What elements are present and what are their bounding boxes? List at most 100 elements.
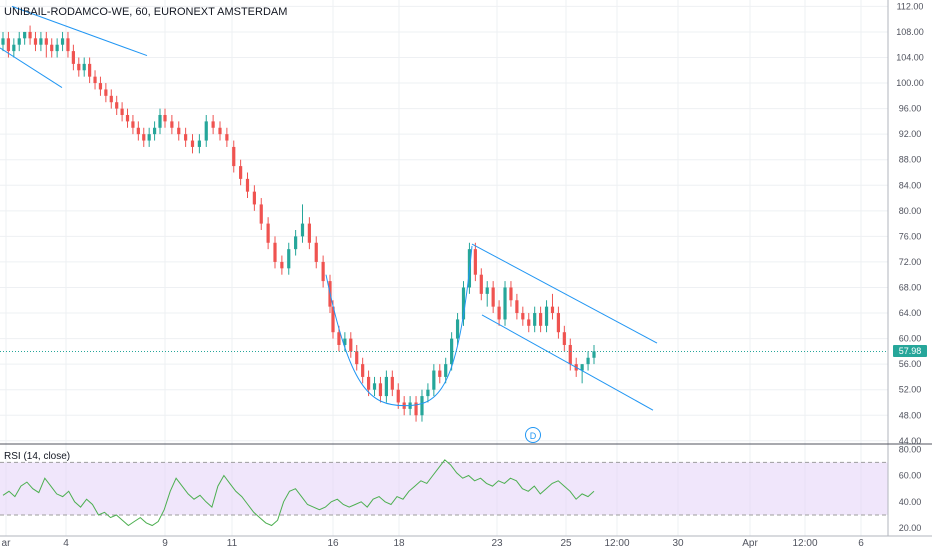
x-tick-label: 4	[63, 538, 69, 549]
candle-body	[177, 127, 181, 135]
x-tick-label: 30	[672, 538, 684, 549]
candle-body	[252, 191, 256, 205]
candle-body	[515, 300, 519, 314]
candle-body	[349, 338, 353, 352]
y-tick-label: 60.00	[899, 334, 922, 344]
rsi-tick-label: 60.00	[899, 471, 922, 481]
candle-body	[1, 38, 5, 45]
candle-body	[491, 287, 495, 307]
candle-body	[232, 146, 236, 167]
candle-body	[287, 249, 291, 269]
candle-body	[142, 134, 146, 141]
candle-body	[66, 38, 70, 52]
candle-body	[438, 370, 442, 377]
y-tick-label: 100.00	[896, 78, 924, 88]
rsi-tick-label: 40.00	[899, 497, 922, 507]
candle-body	[527, 319, 531, 326]
x-tick-label: 11	[227, 538, 238, 549]
candle-body	[550, 306, 555, 314]
x-tick-label: 23	[491, 538, 503, 549]
candle-body	[372, 383, 377, 390]
candle-body	[60, 38, 65, 45]
candle-body	[366, 376, 371, 390]
x-tick-label: 9	[162, 538, 168, 549]
candle-body	[450, 338, 454, 365]
candle-body	[580, 364, 584, 371]
candle-body	[503, 287, 507, 320]
rsi-tick-label: 20.00	[899, 523, 922, 533]
x-tick-label: 6	[858, 538, 864, 549]
y-tick-label: 80.00	[899, 206, 922, 216]
candle-body	[204, 121, 208, 141]
candle-body	[152, 127, 157, 135]
y-tick-label: 84.00	[899, 180, 922, 190]
candle-body	[384, 376, 388, 397]
candle-body	[131, 121, 135, 128]
x-tick-label: Apr	[742, 538, 758, 549]
candle-body	[444, 364, 448, 377]
cup-arc	[325, 245, 473, 407]
candle-body	[190, 140, 195, 147]
candle-body	[473, 249, 477, 275]
y-tick-label: 104.00	[896, 52, 924, 62]
candle-body	[455, 319, 460, 339]
candle-body	[211, 121, 215, 128]
candle-body	[331, 306, 335, 333]
candle-body	[337, 332, 341, 345]
x-tick-label: 12:00	[792, 538, 817, 549]
candle-body	[280, 261, 284, 269]
candle-body	[197, 140, 201, 147]
candle-body	[562, 332, 566, 345]
candle-body	[50, 44, 54, 52]
candle-body	[396, 389, 400, 403]
candle-body	[239, 166, 243, 179]
candle-body	[294, 236, 298, 250]
candle-body	[586, 357, 590, 365]
trend-channel-lower-1	[0, 47, 63, 88]
candle-body	[158, 114, 162, 128]
candle-body	[592, 351, 596, 358]
x-tick-label: ar	[2, 538, 12, 549]
y-tick-label: 56.00	[899, 359, 922, 369]
y-tick-label: 64.00	[899, 308, 922, 318]
candle-body	[533, 313, 537, 326]
y-tick-label: 96.00	[899, 104, 922, 114]
candle-body	[17, 38, 21, 45]
candle-body	[556, 313, 561, 333]
y-tick-label: 112.00	[897, 1, 924, 11]
candle-body	[109, 95, 113, 103]
candle-body	[163, 114, 167, 122]
dividend-marker[interactable]: D	[525, 427, 541, 443]
candle-body	[184, 134, 188, 141]
candle-body	[218, 127, 222, 135]
y-tick-label: 92.00	[899, 129, 922, 139]
trend-channel-upper-2	[471, 243, 658, 344]
candle-body	[355, 351, 359, 365]
candle-body	[39, 38, 43, 45]
y-tick-label: 108.00	[896, 27, 924, 37]
candle-body	[361, 364, 365, 377]
candle-body	[136, 127, 140, 135]
y-tick-label: 72.00	[899, 257, 922, 267]
candle-body	[479, 274, 483, 294]
trend-channel-lower-2	[481, 314, 654, 411]
candle-body	[343, 338, 347, 345]
candle-body	[125, 114, 130, 122]
candle-body	[147, 134, 151, 141]
candle-body	[44, 38, 48, 45]
candle-body	[71, 51, 75, 64]
candle-body	[245, 178, 250, 192]
candle-body	[33, 38, 38, 45]
rsi-title: RSI (14, close)	[4, 451, 71, 462]
candle-body	[55, 44, 59, 52]
y-tick-label: 44.00	[899, 436, 922, 446]
candle-body	[300, 223, 305, 237]
candle-body	[497, 306, 501, 320]
candle-body	[378, 383, 383, 397]
candle-body	[98, 83, 103, 90]
y-tick-label: 88.00	[899, 155, 922, 165]
candle-body	[485, 287, 489, 294]
last-price-tag: 57.98	[893, 345, 927, 358]
